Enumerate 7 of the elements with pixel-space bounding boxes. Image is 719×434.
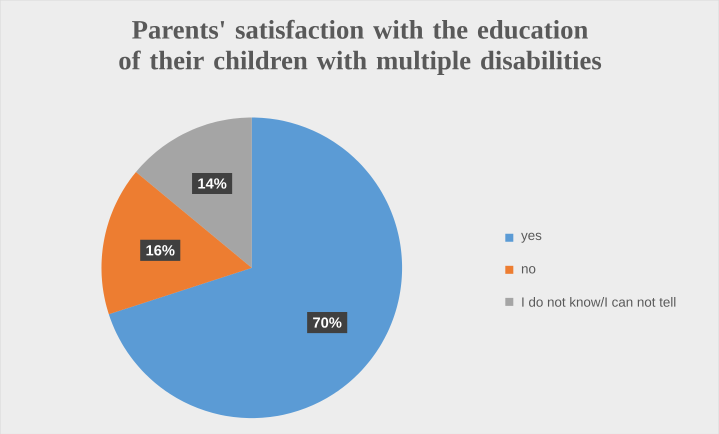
data-label: 14%	[198, 178, 226, 188]
legend-label: no	[522, 266, 536, 274]
data-label: 70%	[313, 317, 342, 328]
data-label: 16%	[146, 244, 175, 256]
legend-label: yes	[521, 232, 542, 243]
legend-label: I do not know/I can not tell	[522, 296, 676, 307]
chart-title: Parents' satisfaction with the education of their children with multiple disabilities	[119, 20, 602, 75]
